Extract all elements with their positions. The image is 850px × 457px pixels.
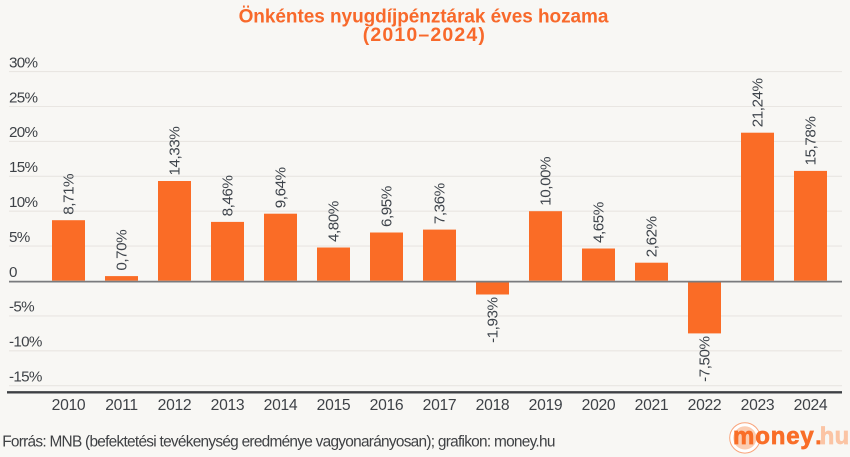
svg-text:14,33%: 14,33% [167,127,184,176]
svg-text:10%: 10% [9,194,37,211]
svg-text:.: . [815,423,821,449]
svg-text:2014: 2014 [264,397,298,414]
svg-text:-10%: -10% [9,334,42,351]
svg-text:2013: 2013 [211,397,245,414]
svg-text:9,64%: 9,64% [273,167,290,208]
svg-text:21,24%: 21,24% [750,78,767,127]
svg-text:8,46%: 8,46% [220,176,237,217]
svg-text:30%: 30% [9,54,37,71]
svg-text:-5%: -5% [9,299,34,316]
svg-text:-7,50%: -7,50% [697,336,714,381]
svg-text:Önkéntes nyugdíjpénztárak éves: Önkéntes nyugdíjpénztárak éves hozama [239,7,609,28]
svg-text:0,70%: 0,70% [114,230,131,271]
svg-text:4,80%: 4,80% [326,201,343,242]
svg-text:5%: 5% [9,229,30,246]
svg-text:4,65%: 4,65% [591,202,608,243]
svg-text:money: money [733,423,815,450]
svg-text:8,71%: 8,71% [61,174,78,215]
svg-text:2016: 2016 [370,397,404,414]
svg-text:15,78%: 15,78% [803,117,820,166]
svg-text:2021: 2021 [635,397,669,414]
svg-text:Forrás: MNB (befektetési tevék: Forrás: MNB (befektetési tevékenység ere… [2,434,555,451]
svg-text:2010: 2010 [52,397,86,414]
svg-text:2024: 2024 [794,397,828,414]
svg-text:2,62%: 2,62% [644,216,661,257]
svg-text:0: 0 [9,264,17,281]
svg-text:2020: 2020 [582,397,616,414]
svg-text:6,95%: 6,95% [379,186,396,227]
svg-text:-1,93%: -1,93% [485,298,502,343]
svg-text:20%: 20% [9,124,37,141]
svg-text:2022: 2022 [688,397,722,414]
svg-text:2012: 2012 [158,397,192,414]
svg-text:2017: 2017 [423,397,457,414]
svg-text:(2010–2024): (2010–2024) [363,24,486,46]
svg-text:2019: 2019 [529,397,563,414]
svg-text:7,36%: 7,36% [432,183,449,224]
svg-text:2023: 2023 [741,397,775,414]
svg-text:2018: 2018 [476,397,510,414]
svg-text:2015: 2015 [317,397,351,414]
svg-text:hu: hu [820,423,850,450]
svg-text:10,00%: 10,00% [538,157,555,206]
svg-text:2011: 2011 [105,397,138,414]
svg-text:-15%: -15% [9,369,42,386]
svg-text:25%: 25% [9,89,37,106]
svg-text:15%: 15% [9,159,37,176]
